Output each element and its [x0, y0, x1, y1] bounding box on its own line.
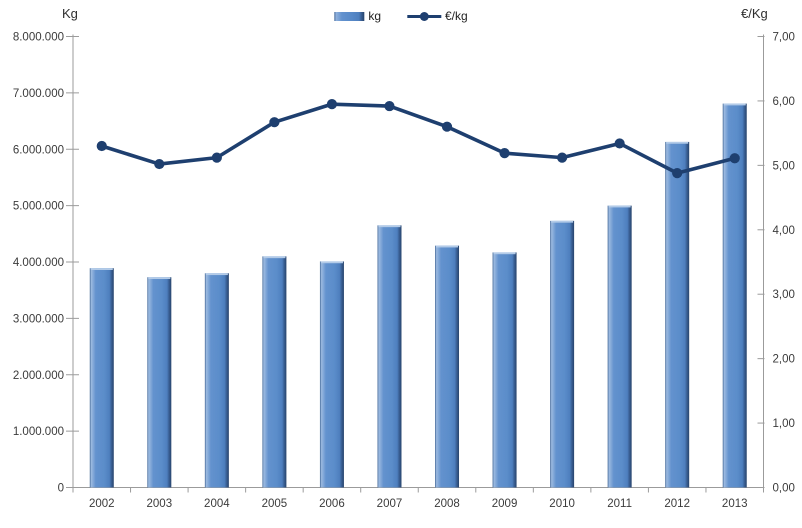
line-marker-2012 — [672, 167, 683, 179]
bar-top-bevel — [90, 268, 113, 271]
right-axis-tick-label: 3,00 — [773, 289, 795, 301]
left-axis-tick-label: 1.000.000 — [13, 426, 64, 438]
left-axis-tick-label: 0 — [58, 483, 64, 495]
bar-2010 — [550, 220, 575, 488]
line-marker-2005 — [269, 117, 280, 128]
left-axis-tick-label: 2.000.000 — [13, 370, 64, 382]
bar-top-bevel — [608, 205, 631, 208]
left-axis-tick-label: 8.000.000 — [13, 32, 64, 44]
bar-2004 — [204, 273, 229, 488]
bar-2002 — [89, 268, 114, 488]
x-axis-category-label: 2005 — [262, 498, 288, 510]
legend-item-eur-kg: €/kg — [407, 9, 468, 23]
x-axis-category-label: 2008 — [434, 498, 460, 510]
bar-top-bevel — [493, 252, 516, 255]
bar-top-bevel — [436, 245, 459, 248]
bar-top-bevel — [666, 141, 689, 144]
x-axis-category-label: 2009 — [492, 498, 518, 510]
line-marker-2011 — [614, 138, 625, 149]
bar-2013 — [722, 103, 747, 488]
line-dot-swatch-icon — [407, 11, 441, 21]
line-marker-2010 — [557, 152, 568, 163]
legend: kg €/kg — [334, 9, 468, 23]
left-axis-tick-label: 3.000.000 — [13, 313, 64, 325]
x-axis-category-label: 2003 — [147, 498, 173, 510]
line-marker-2013 — [729, 153, 740, 164]
x-axis-category-label: 2004 — [204, 498, 230, 510]
bar-2006 — [319, 261, 344, 488]
right-axis-tick-label: 1,00 — [773, 418, 795, 430]
bar-swatch-icon — [334, 11, 365, 21]
x-axis-category-label: 2002 — [89, 498, 115, 510]
x-axis-category-label: 2006 — [319, 498, 345, 510]
bar-top-bevel — [551, 220, 574, 223]
x-axis-category-label: 2007 — [377, 498, 403, 510]
bar-2003 — [147, 277, 172, 488]
right-axis-tick-label: 4,00 — [773, 225, 795, 237]
bar-top-bevel — [378, 225, 401, 228]
line-marker-2004 — [211, 152, 222, 163]
bar-2012 — [665, 141, 690, 488]
left-axis-tick-label: 7.000.000 — [13, 88, 64, 100]
left-axis-tick-label: 6.000.000 — [13, 144, 64, 156]
right-axis-tick-label: 0,00 — [773, 483, 795, 495]
x-axis-category-label: 2010 — [549, 498, 575, 510]
line-marker-2009 — [499, 148, 510, 159]
line-marker-2007 — [384, 100, 395, 112]
x-axis-category-label: 2012 — [664, 498, 690, 510]
x-axis-category-label: 2013 — [722, 498, 748, 510]
left-axis-tick-label: 5.000.000 — [13, 201, 64, 213]
right-axis-tick-label: 7,00 — [773, 32, 795, 44]
bar-top-bevel — [320, 261, 343, 264]
bar-top-bevel — [263, 256, 286, 259]
bar-top-bevel — [148, 277, 171, 280]
legend-label-eur-kg: €/kg — [445, 9, 468, 23]
left-axis-tick-label: 4.000.000 — [13, 257, 64, 269]
bar-2008 — [435, 245, 460, 488]
bar-2009 — [492, 252, 517, 488]
bar-2007 — [377, 225, 402, 488]
left-axis-title: Kg — [62, 6, 78, 21]
line-marker-2003 — [154, 158, 165, 170]
x-axis-category-label: 2011 — [607, 498, 632, 510]
line-marker-2006 — [326, 99, 338, 110]
right-axis-tick-label: 2,00 — [773, 354, 795, 366]
bar-top-bevel — [205, 273, 228, 276]
bar-2005 — [262, 256, 287, 488]
right-axis-title: €/Kg — [741, 6, 768, 21]
line-marker-2008 — [441, 121, 453, 132]
right-axis-tick-label: 6,00 — [773, 96, 795, 108]
eur-per-kg-line — [99, 102, 737, 175]
legend-label-kg: kg — [368, 9, 381, 23]
legend-item-kg: kg — [334, 9, 381, 23]
right-axis-tick-label: 5,00 — [773, 160, 795, 172]
line-marker-2002 — [96, 140, 107, 152]
bar-top-bevel — [723, 103, 746, 106]
bar-2011 — [607, 205, 632, 488]
